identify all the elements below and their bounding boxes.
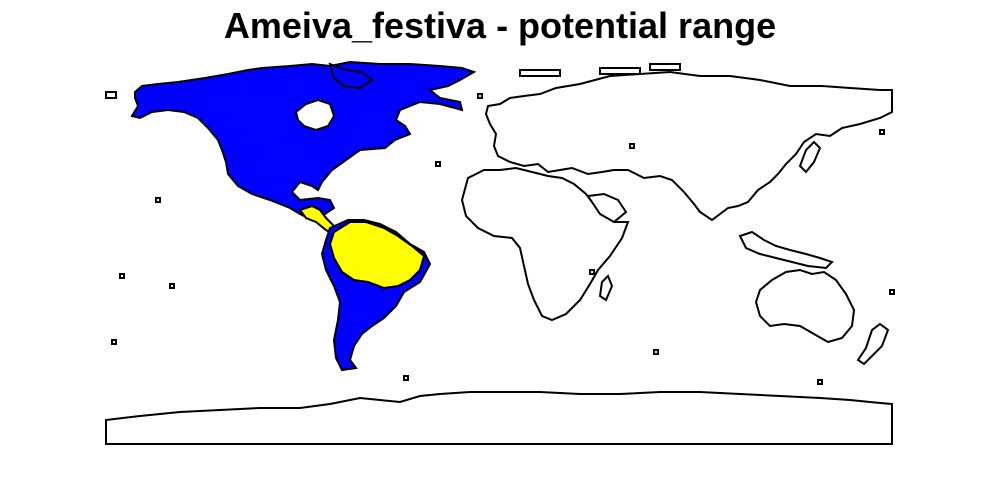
australia-land [754, 268, 856, 344]
island [817, 379, 823, 385]
arctic-islands [328, 62, 374, 90]
eurasia-land [484, 70, 893, 222]
madagascar [598, 274, 614, 302]
island [111, 339, 117, 345]
arabia-land [586, 192, 628, 224]
island [889, 289, 895, 295]
amazon-present [328, 221, 426, 290]
map-title: Ameiva_festiva - potential range [223, 5, 777, 46]
island [105, 91, 117, 99]
island [649, 63, 681, 71]
north-america-range [130, 60, 477, 222]
island [589, 269, 595, 275]
island [879, 129, 885, 135]
island [653, 349, 659, 355]
island [519, 69, 561, 77]
island [477, 93, 483, 99]
hudson-bay [294, 98, 336, 132]
new-zealand [856, 322, 890, 366]
island [629, 143, 635, 149]
antarctica-land [105, 391, 893, 445]
island [435, 161, 441, 167]
island [169, 283, 175, 289]
africa-land [460, 166, 630, 322]
island [599, 67, 641, 75]
southeast-asia-islands [738, 230, 834, 270]
japan [798, 140, 822, 174]
island [403, 375, 409, 381]
island [119, 273, 125, 279]
island [155, 197, 161, 203]
